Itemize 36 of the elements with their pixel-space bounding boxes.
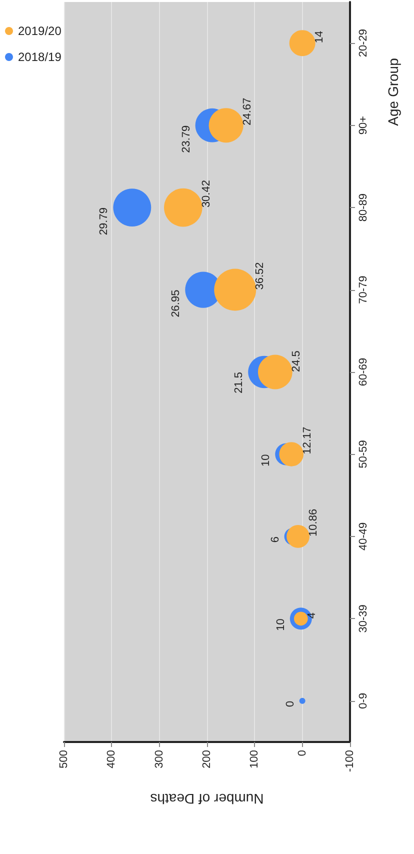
y-tick-label: 60-69: [358, 358, 370, 386]
data-label: 14: [313, 30, 326, 44]
data-label: 36.52: [254, 262, 266, 290]
data-label: 21.5: [233, 372, 246, 394]
data-label: 30.42: [200, 180, 212, 208]
data-label: 26.95: [170, 290, 182, 318]
y-tick-label: 0-9: [358, 692, 370, 709]
x-tick-label: 300: [153, 750, 166, 768]
data-label: 29.79: [98, 208, 110, 236]
x-tick-label: 0: [296, 750, 308, 756]
y-tick-label: 90+: [358, 116, 370, 135]
y-tick-label: 40-49: [358, 522, 370, 551]
y-tick-label: 50-59: [358, 440, 370, 468]
data-label: 4: [306, 612, 318, 619]
data-label: 10: [274, 618, 287, 631]
y-tick-label: 20-29: [358, 29, 370, 58]
data-label: 0: [284, 700, 296, 708]
x-axis-title: Number of Deaths: [150, 791, 264, 807]
x-tick-label: 400: [106, 750, 118, 768]
data-label: 10: [260, 454, 272, 466]
data-label: 12.17: [301, 426, 314, 454]
y-tick-label: 70-79: [358, 276, 370, 304]
data-label: 23.79: [180, 125, 192, 153]
data-label: 6: [269, 536, 282, 543]
data-label: 24.5: [290, 350, 302, 372]
x-tick-label: 500: [58, 750, 70, 768]
legend-label: 2018/19: [18, 50, 62, 64]
y-tick-label: 30-39: [358, 604, 370, 633]
x-tick-label: 100: [248, 750, 261, 768]
data-label: 24.67: [241, 98, 254, 126]
legend-label: 2019/20: [18, 24, 62, 38]
y-tick-label: 80-89: [358, 193, 370, 222]
y-axis-title: Age Group: [385, 58, 401, 126]
x-tick-label: -100: [344, 750, 356, 772]
data-label: 10.86: [307, 508, 320, 536]
x-tick-label: 200: [201, 750, 213, 768]
